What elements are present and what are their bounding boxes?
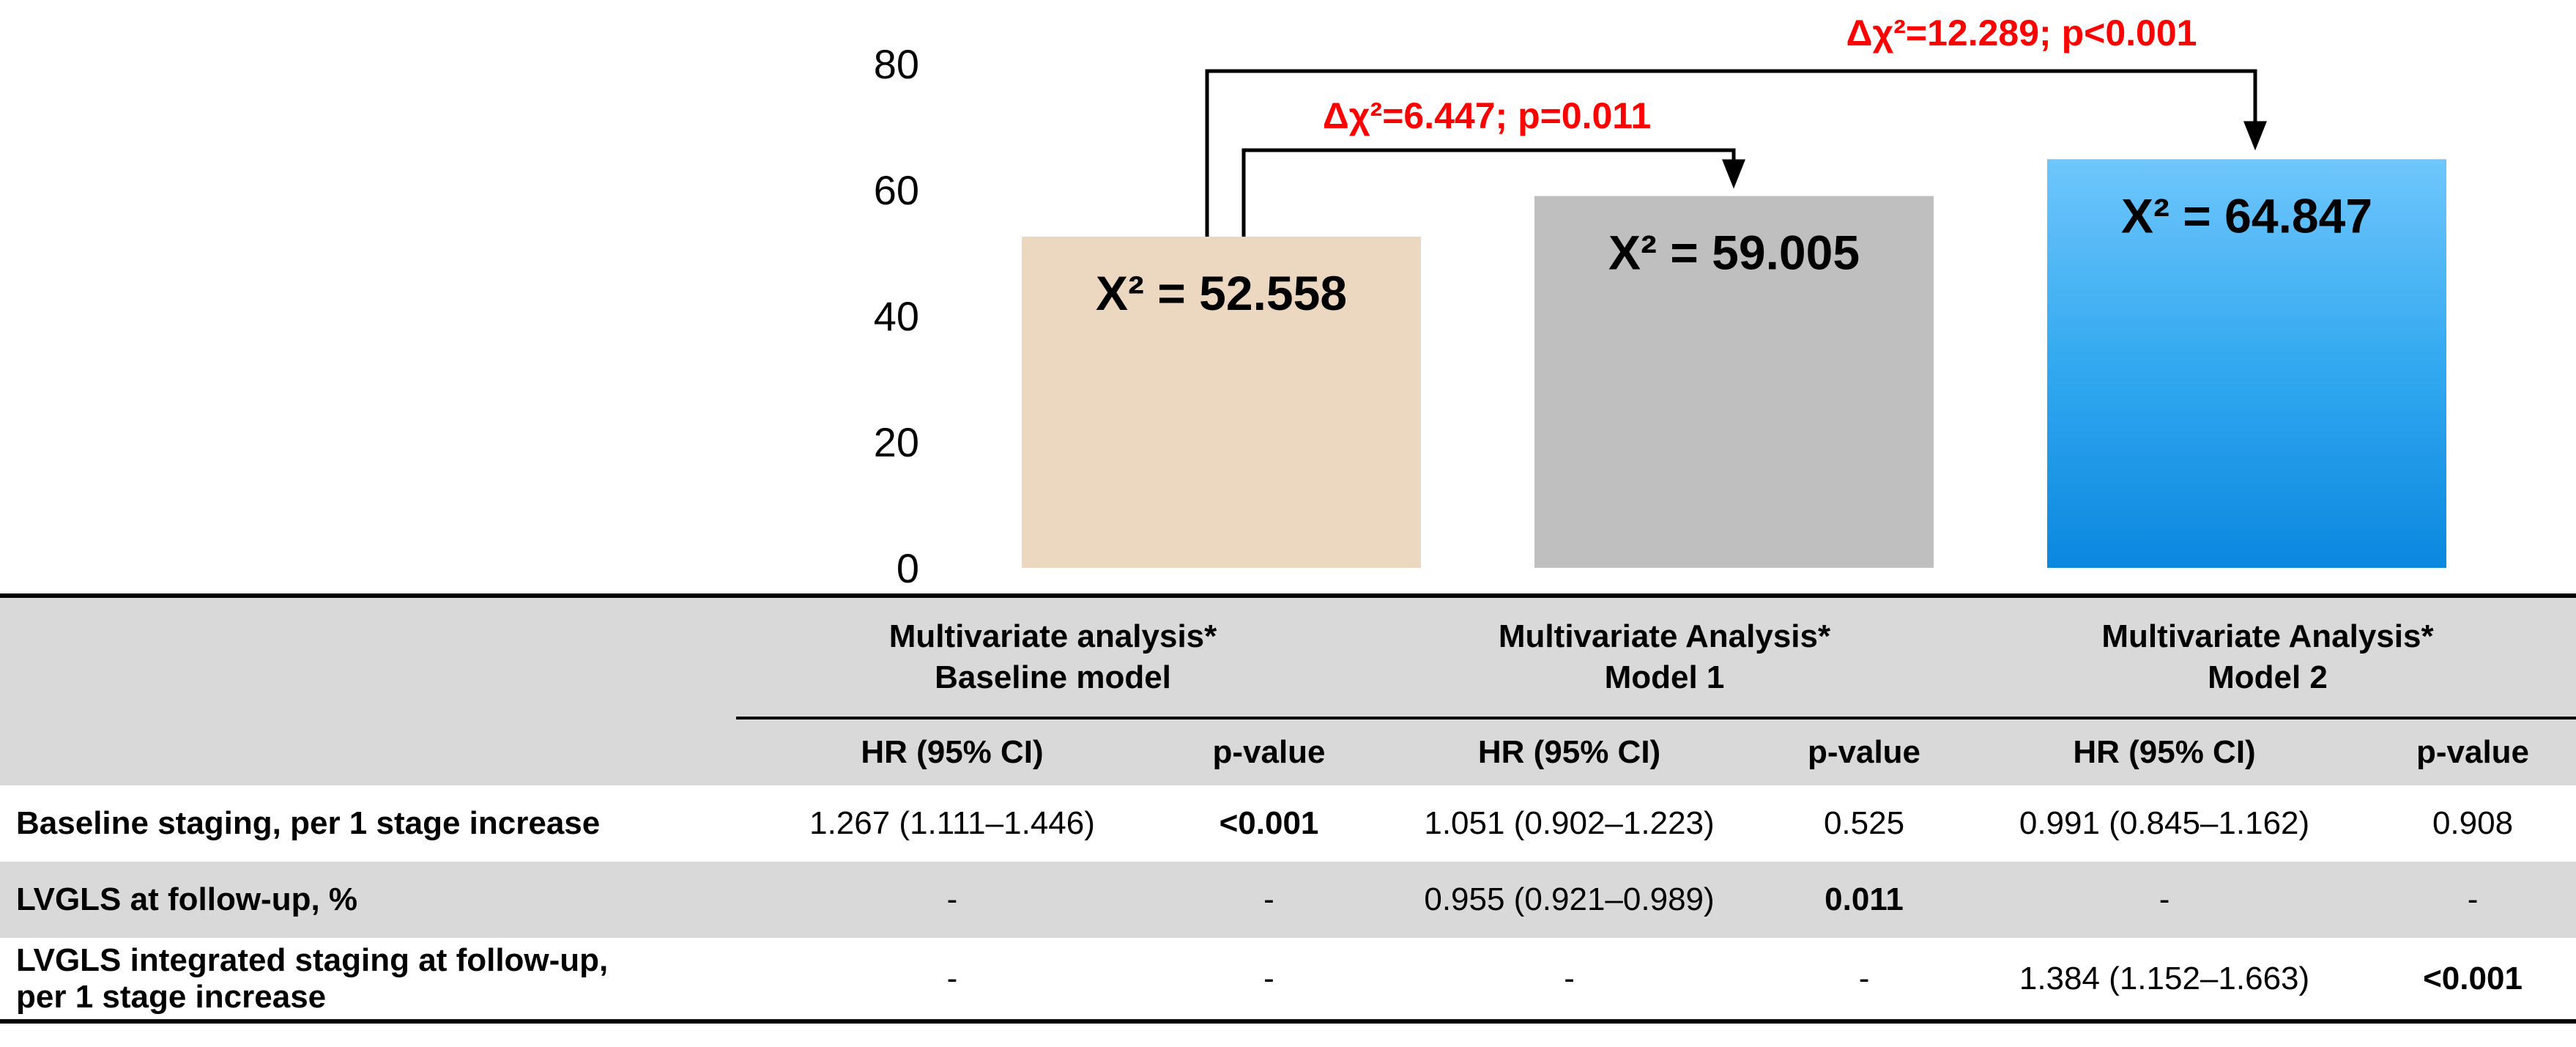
- subheader-hr: HR (95% CI): [1959, 717, 2370, 785]
- table-cell: 0.525: [1823, 805, 1905, 841]
- table-row: LVGLS integrated staging at follow-up, p…: [0, 938, 2576, 1024]
- delta-brackets: Δχ²=6.447; p=0.011 Δχ²=12.289; p<0.001: [1205, 12, 2267, 237]
- delta-bracket-line: [1205, 69, 2257, 237]
- subheader-hr: HR (95% CI): [736, 717, 1168, 785]
- table-cell: 1.267 (1.111–1.446): [809, 805, 1095, 841]
- delta-annotation: Δχ²=12.289; p<0.001: [1846, 12, 2197, 53]
- group-header-baseline: Multivariate analysis* Baseline model: [736, 593, 1370, 718]
- group-header-line1: Multivariate analysis*: [888, 618, 1217, 654]
- row-label-line2: per 1 stage increase: [16, 978, 327, 1015]
- table-cell: <0.001: [1219, 805, 1319, 841]
- row-label: LVGLS integrated staging at follow-up, p…: [0, 938, 736, 1024]
- y-tick-label: 40: [874, 293, 919, 339]
- y-tick-label: 60: [874, 167, 919, 213]
- table-cell: 0.011: [1825, 881, 1904, 917]
- row-label: LVGLS at follow-up, %: [16, 881, 358, 917]
- table-cell: 1.051 (0.902–1.223): [1424, 805, 1715, 841]
- arrowhead-icon: [1722, 159, 1745, 189]
- table-row: Baseline staging, per 1 stage increase 1…: [0, 785, 2576, 862]
- chi-square-bar-chart: 0 20 40 60 80 Χ² = 52.558 Χ² = 59.005 Χ² = 64.…: [874, 12, 2446, 591]
- y-axis-ticks: 0 20 40 60 80: [874, 41, 919, 591]
- table-cell: -: [946, 881, 958, 917]
- table-cell: -: [1370, 938, 1770, 1024]
- bar-1: [1022, 237, 1421, 568]
- table-cell: 0.955 (0.921–0.989): [1424, 881, 1715, 917]
- bar-labels: Χ² = 52.558 Χ² = 59.005 Χ² = 64.847: [1096, 188, 2372, 320]
- table-cell: -: [1263, 881, 1274, 917]
- group-header-model1: Multivariate Analysis* Model 1: [1370, 593, 1960, 718]
- group-header-line2: Model 1: [1604, 659, 1725, 695]
- table-cell: -: [2467, 881, 2479, 917]
- table-cell: -: [1168, 938, 1370, 1024]
- bar-value-label: Χ² = 64.847: [2121, 188, 2372, 243]
- group-header-line2: Model 2: [2208, 659, 2328, 695]
- table-cell: 0.908: [2432, 805, 2514, 841]
- y-tick-label: 20: [874, 419, 919, 465]
- table-cell: <0.001: [2369, 938, 2576, 1024]
- group-header-line2: Baseline model: [935, 659, 1171, 695]
- group-header-line1: Multivariate Analysis*: [2101, 618, 2434, 654]
- subheader-p: p-value: [1168, 717, 1370, 785]
- table-cell: -: [2159, 881, 2170, 917]
- subheader-p: p-value: [2369, 717, 2576, 785]
- row-label: Baseline staging, per 1 stage increase: [16, 805, 601, 841]
- table-cell: 1.384 (1.152–1.663): [1959, 938, 2370, 1024]
- results-table: Multivariate analysis* Baseline model Mu…: [0, 593, 2576, 1024]
- table-row: LVGLS at follow-up, % - - 0.955 (0.921–0…: [0, 862, 2576, 938]
- delta-bracket-line: [1241, 148, 1736, 237]
- subheader-p: p-value: [1769, 717, 1960, 785]
- group-header-model2: Multivariate Analysis* Model 2: [1959, 593, 2576, 718]
- subheader-hr: HR (95% CI): [1370, 717, 1770, 785]
- bars: [1022, 159, 2446, 568]
- y-tick-label: 80: [874, 41, 919, 87]
- arrowhead-icon: [2243, 121, 2267, 151]
- row-label-line1: LVGLS integrated staging at follow-up,: [16, 941, 609, 978]
- delta-annotation: Δχ²=6.447; p=0.011: [1323, 95, 1651, 136]
- group-header-line1: Multivariate Analysis*: [1498, 618, 1831, 654]
- y-tick-label: 0: [897, 545, 919, 591]
- bar-3: [2047, 159, 2446, 568]
- table-cell: -: [1769, 938, 1960, 1024]
- bar-value-label: Χ² = 52.558: [1096, 266, 1347, 320]
- bar-value-label: Χ² = 59.005: [1608, 226, 1860, 280]
- table-cell: 0.991 (0.845–1.162): [2019, 805, 2310, 841]
- table-corner: [0, 593, 736, 718]
- table-corner-sub: [0, 718, 736, 785]
- bar-2: [1534, 196, 1934, 568]
- table-cell: -: [736, 938, 1168, 1024]
